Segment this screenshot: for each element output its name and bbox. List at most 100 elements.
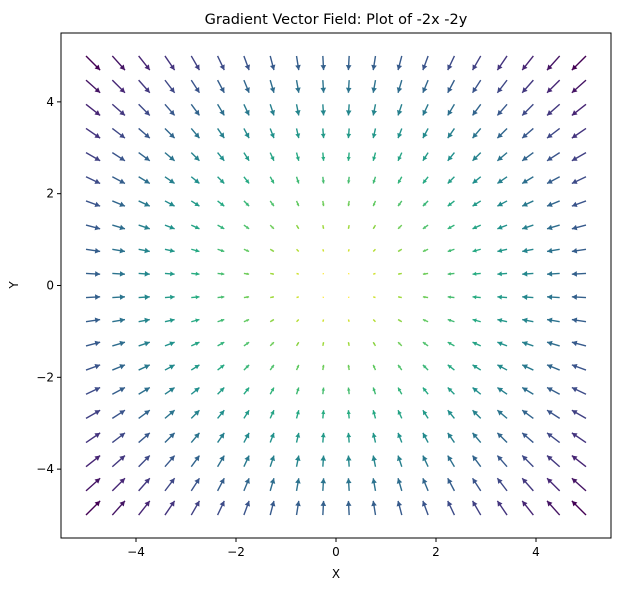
vector-arrow: [164, 248, 175, 253]
vector-arrow: [571, 55, 587, 71]
vector-arrow: [164, 224, 175, 230]
vector-arrow: [269, 104, 276, 116]
vector-arrow: [138, 79, 151, 94]
vector-arrow: [496, 79, 508, 94]
vector-arrow: [347, 224, 350, 229]
vector-arrow: [496, 455, 508, 468]
vector-arrow: [243, 477, 250, 492]
vector-arrow: [269, 455, 276, 467]
vector-arrow: [295, 387, 300, 395]
vector-arrow: [522, 294, 534, 300]
vector-arrow: [447, 176, 455, 184]
vector-arrow: [571, 176, 587, 185]
vector-arrow: [112, 271, 126, 277]
vector-arrow: [111, 176, 126, 185]
vector-arrow: [138, 432, 151, 444]
vector-arrow: [322, 342, 325, 347]
vector-arrow: [546, 364, 560, 371]
vector-arrow: [371, 128, 377, 139]
vector-arrow: [396, 104, 403, 116]
vector-arrow: [111, 152, 126, 162]
vector-arrow: [190, 386, 200, 395]
vector-arrow: [217, 295, 225, 299]
vector-arrow: [164, 341, 175, 347]
vector-arrow: [372, 364, 377, 371]
vector-arrow: [85, 363, 101, 371]
vector-arrow: [112, 340, 126, 347]
vector-arrow: [472, 432, 482, 444]
vector-arrow: [571, 103, 587, 116]
vector-arrow: [447, 79, 456, 94]
vector-arrow: [295, 128, 301, 139]
vector-arrow: [422, 103, 429, 116]
vector-arrow: [270, 296, 275, 299]
vector-arrow: [372, 410, 377, 419]
vector-arrow: [191, 271, 200, 276]
vector-arrow: [546, 340, 560, 347]
vector-arrow: [295, 200, 300, 207]
vector-arrow: [85, 294, 101, 300]
vector-arrow: [521, 386, 534, 395]
x-tick-label: 2: [432, 545, 440, 559]
vector-arrow: [321, 387, 325, 395]
vector-arrow: [496, 500, 508, 516]
vector-arrow: [111, 386, 126, 395]
vector-arrow: [447, 387, 455, 395]
vector-arrow: [447, 152, 455, 162]
vector-arrow: [396, 478, 403, 492]
vector-arrow: [472, 176, 482, 185]
vector-arrow: [85, 103, 101, 116]
vector-arrow: [138, 364, 151, 371]
vector-arrow: [217, 176, 225, 184]
vector-arrow: [347, 272, 350, 275]
vector-arrow: [112, 294, 126, 300]
vector-arrow: [571, 79, 587, 94]
vector-arrow: [164, 103, 176, 116]
vector-arrow: [111, 455, 126, 468]
vector-arrow: [85, 127, 101, 139]
vector-arrow: [397, 364, 403, 371]
vector-arrow: [497, 341, 508, 347]
vector-arrow: [138, 103, 151, 116]
vector-arrow: [164, 294, 175, 300]
vector-arrow: [447, 500, 456, 516]
vector-arrow: [85, 432, 101, 444]
vector-arrow: [269, 176, 275, 184]
vector-arrow: [521, 79, 534, 94]
vector-arrow: [521, 127, 534, 139]
vector-arrow: [496, 176, 508, 185]
vector-arrow: [571, 477, 587, 492]
vector-arrow: [190, 500, 201, 516]
vector-arrow: [190, 200, 200, 207]
vector-arrow: [190, 455, 201, 468]
vector-arrow: [496, 103, 508, 116]
vector-arrow: [85, 477, 101, 492]
vector-arrow: [217, 272, 225, 276]
vector-arrow: [345, 455, 352, 467]
vector-arrow: [447, 248, 455, 253]
vector-arrow: [112, 364, 126, 371]
vector-arrow: [217, 200, 225, 207]
vector-arrow: [243, 152, 250, 162]
vector-arrow: [217, 248, 225, 253]
vector-arrow: [546, 103, 561, 116]
vector-arrow: [190, 409, 200, 419]
vector-arrow: [496, 432, 508, 444]
vector-arrow: [571, 317, 587, 324]
vector-arrow: [138, 409, 151, 419]
vector-arrow: [397, 387, 403, 395]
vector-arrow: [521, 500, 534, 516]
vector-arrow: [138, 200, 151, 207]
vector-arrow: [269, 79, 276, 93]
vector-arrow: [190, 176, 200, 185]
vector-arrow: [422, 224, 429, 230]
vector-arrow: [295, 341, 300, 347]
vector-arrow: [85, 271, 101, 277]
vector-arrow: [217, 318, 225, 323]
vector-arrow: [346, 410, 351, 419]
vector-arrow: [521, 200, 534, 207]
vector-arrow: [269, 341, 275, 347]
vector-arrow: [521, 432, 534, 444]
